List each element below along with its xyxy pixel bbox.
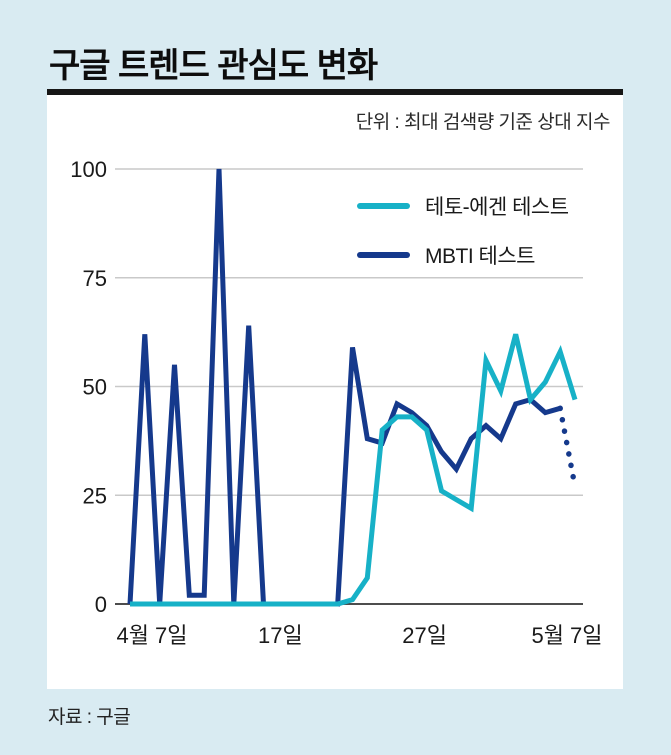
legend-item-teto: 테토-에겐 테스트 xyxy=(357,191,569,221)
page-title: 구글 트렌드 관심도 변화 xyxy=(49,47,378,85)
legend-item-mbti: MBTI 테스트 xyxy=(357,240,569,270)
trend-chart-svg: 0 25 50 75 100 4월 7일 17일 27일 5월 7일 xyxy=(70,157,602,648)
source-label: 자료 : 구글 xyxy=(48,707,131,728)
chart-card: 0 25 50 75 100 4월 7일 17일 27일 5월 7일 단위 : 최대 검색량 기… xyxy=(47,95,623,689)
series-line-1 xyxy=(557,405,578,490)
x-tick-label-1: 17일 xyxy=(258,623,303,648)
x-tick-label-3: 5월 7일 xyxy=(531,623,602,648)
chart-legend: 테토-에겐 테스트 MBTI 테스트 xyxy=(357,191,569,270)
x-tick-label-0: 4월 7일 xyxy=(116,623,187,648)
legend-label-teto: 테토-에겐 테스트 xyxy=(425,196,569,219)
y-tick-label-75: 75 xyxy=(83,266,107,291)
y-tick-label-0: 0 xyxy=(95,592,107,617)
title-underline-rule xyxy=(47,89,623,95)
series-line-2 xyxy=(130,333,578,607)
x-tick-label-2: 27일 xyxy=(402,623,447,648)
teto-line-swatch-icon xyxy=(357,203,410,209)
series-line-0 xyxy=(127,168,561,607)
mbti-line-swatch-icon xyxy=(357,252,410,258)
y-tick-label-100: 100 xyxy=(70,157,107,182)
legend-label-mbti: MBTI 테스트 xyxy=(425,245,535,268)
y-tick-label-25: 25 xyxy=(83,483,107,508)
unit-label: 단위 : 최대 검색량 기준 상대 지수 xyxy=(355,112,611,133)
y-tick-label-50: 50 xyxy=(83,375,107,400)
